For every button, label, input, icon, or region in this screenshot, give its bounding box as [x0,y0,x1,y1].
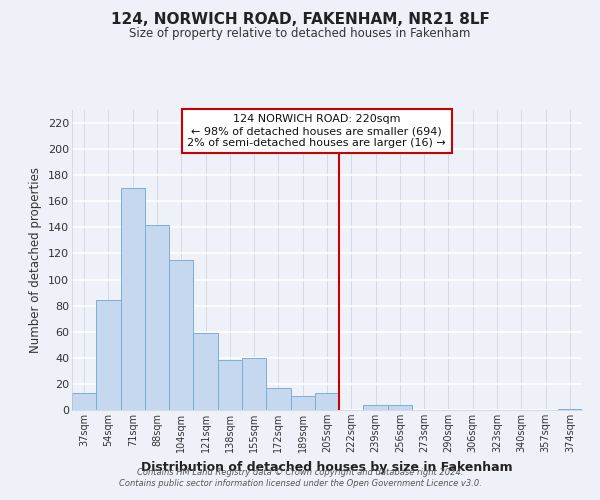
Bar [193,333,218,410]
Y-axis label: Number of detached properties: Number of detached properties [29,167,43,353]
Bar [96,300,121,410]
Bar [315,393,339,410]
Bar [388,405,412,410]
Bar [145,225,169,410]
Bar [218,360,242,410]
Text: 124, NORWICH ROAD, FAKENHAM, NR21 8LF: 124, NORWICH ROAD, FAKENHAM, NR21 8LF [110,12,490,28]
Bar [121,188,145,410]
Text: 124 NORWICH ROAD: 220sqm
← 98% of detached houses are smaller (694)
2% of semi-d: 124 NORWICH ROAD: 220sqm ← 98% of detach… [187,114,446,148]
Text: Size of property relative to detached houses in Fakenham: Size of property relative to detached ho… [130,28,470,40]
Bar [558,408,582,410]
X-axis label: Distribution of detached houses by size in Fakenham: Distribution of detached houses by size … [141,460,513,473]
Bar [169,260,193,410]
Bar [242,358,266,410]
Bar [364,405,388,410]
Bar [72,393,96,410]
Bar [290,396,315,410]
Bar [266,388,290,410]
Text: Contains HM Land Registry data © Crown copyright and database right 2024.
Contai: Contains HM Land Registry data © Crown c… [119,468,481,487]
